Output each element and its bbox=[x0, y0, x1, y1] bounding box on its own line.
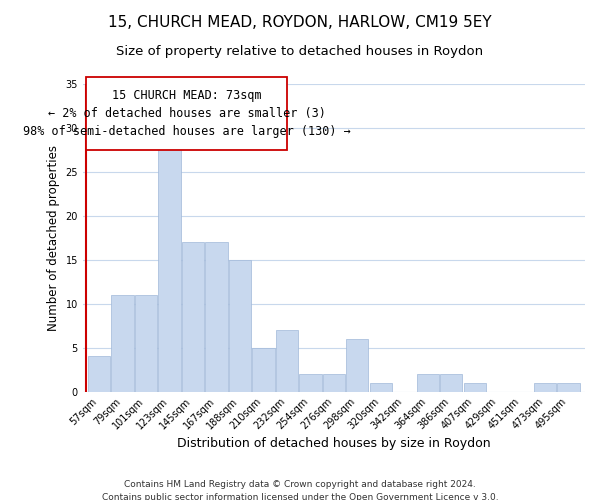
Bar bbox=[557, 383, 580, 392]
Text: Contains public sector information licensed under the Open Government Licence v : Contains public sector information licen… bbox=[101, 492, 499, 500]
Bar bbox=[299, 374, 322, 392]
Bar bbox=[416, 374, 439, 392]
Bar bbox=[346, 339, 368, 392]
Bar bbox=[253, 348, 275, 392]
Bar bbox=[135, 295, 157, 392]
Bar bbox=[182, 242, 204, 392]
Bar bbox=[370, 383, 392, 392]
Bar bbox=[112, 295, 134, 392]
Text: Size of property relative to detached houses in Roydon: Size of property relative to detached ho… bbox=[116, 45, 484, 58]
Bar bbox=[534, 383, 556, 392]
Bar bbox=[205, 242, 227, 392]
Text: 15 CHURCH MEAD: 73sqm
← 2% of detached houses are smaller (3)
98% of semi-detach: 15 CHURCH MEAD: 73sqm ← 2% of detached h… bbox=[23, 89, 350, 138]
Text: Contains HM Land Registry data © Crown copyright and database right 2024.: Contains HM Land Registry data © Crown c… bbox=[124, 480, 476, 489]
X-axis label: Distribution of detached houses by size in Roydon: Distribution of detached houses by size … bbox=[177, 437, 491, 450]
FancyBboxPatch shape bbox=[86, 77, 287, 150]
Bar bbox=[158, 136, 181, 392]
Bar bbox=[229, 260, 251, 392]
Bar bbox=[276, 330, 298, 392]
Bar bbox=[440, 374, 463, 392]
Bar bbox=[464, 383, 486, 392]
Text: 15, CHURCH MEAD, ROYDON, HARLOW, CM19 5EY: 15, CHURCH MEAD, ROYDON, HARLOW, CM19 5E… bbox=[108, 15, 492, 30]
Y-axis label: Number of detached properties: Number of detached properties bbox=[47, 144, 60, 330]
Bar bbox=[88, 356, 110, 392]
Bar bbox=[323, 374, 345, 392]
